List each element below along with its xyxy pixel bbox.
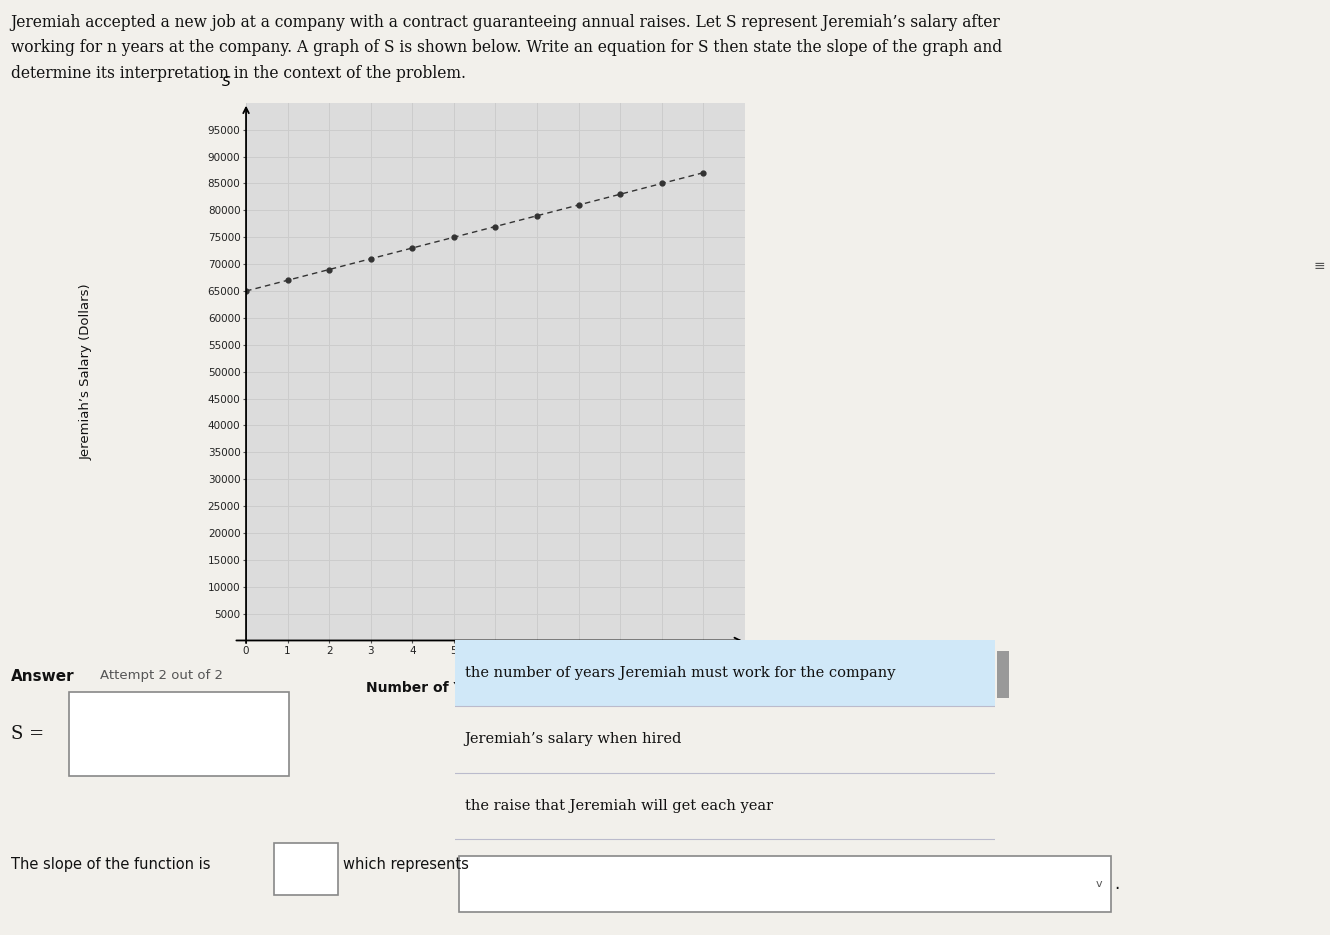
Text: the number of years Jeremiah must work for the company: the number of years Jeremiah must work f… — [464, 666, 895, 680]
Text: $n$: $n$ — [757, 647, 767, 661]
Text: ≡: ≡ — [1313, 260, 1325, 273]
Text: The slope of the function is: The slope of the function is — [11, 857, 210, 872]
Text: working for n years at the company. A graph of S is shown below. Write an equati: working for n years at the company. A gr… — [11, 39, 1001, 56]
Text: the salary in Jeremiah’s nth year of working: the salary in Jeremiah’s nth year of wor… — [464, 865, 793, 879]
Text: Jeremiah’s Salary (Dollars): Jeremiah’s Salary (Dollars) — [80, 283, 93, 460]
Text: v: v — [1096, 879, 1101, 888]
Text: Jeremiah accepted a new job at a company with a contract guaranteeing annual rai: Jeremiah accepted a new job at a company… — [11, 14, 1000, 31]
Text: determine its interpretation in the context of the problem.: determine its interpretation in the cont… — [11, 65, 465, 81]
Text: the raise that Jeremiah will get each year: the raise that Jeremiah will get each ye… — [464, 798, 773, 813]
Text: $S$: $S$ — [221, 76, 231, 90]
Text: S =: S = — [11, 725, 44, 743]
Text: Answer: Answer — [11, 669, 74, 683]
Text: Number of Years at the Company: Number of Years at the Company — [366, 681, 625, 695]
Text: .: . — [1115, 874, 1120, 893]
Text: Attempt 2 out of 2: Attempt 2 out of 2 — [100, 669, 222, 682]
Text: Jeremiah’s salary when hired: Jeremiah’s salary when hired — [464, 732, 682, 746]
FancyBboxPatch shape — [455, 640, 995, 706]
Text: which represents: which represents — [343, 857, 469, 872]
FancyBboxPatch shape — [996, 651, 1009, 698]
